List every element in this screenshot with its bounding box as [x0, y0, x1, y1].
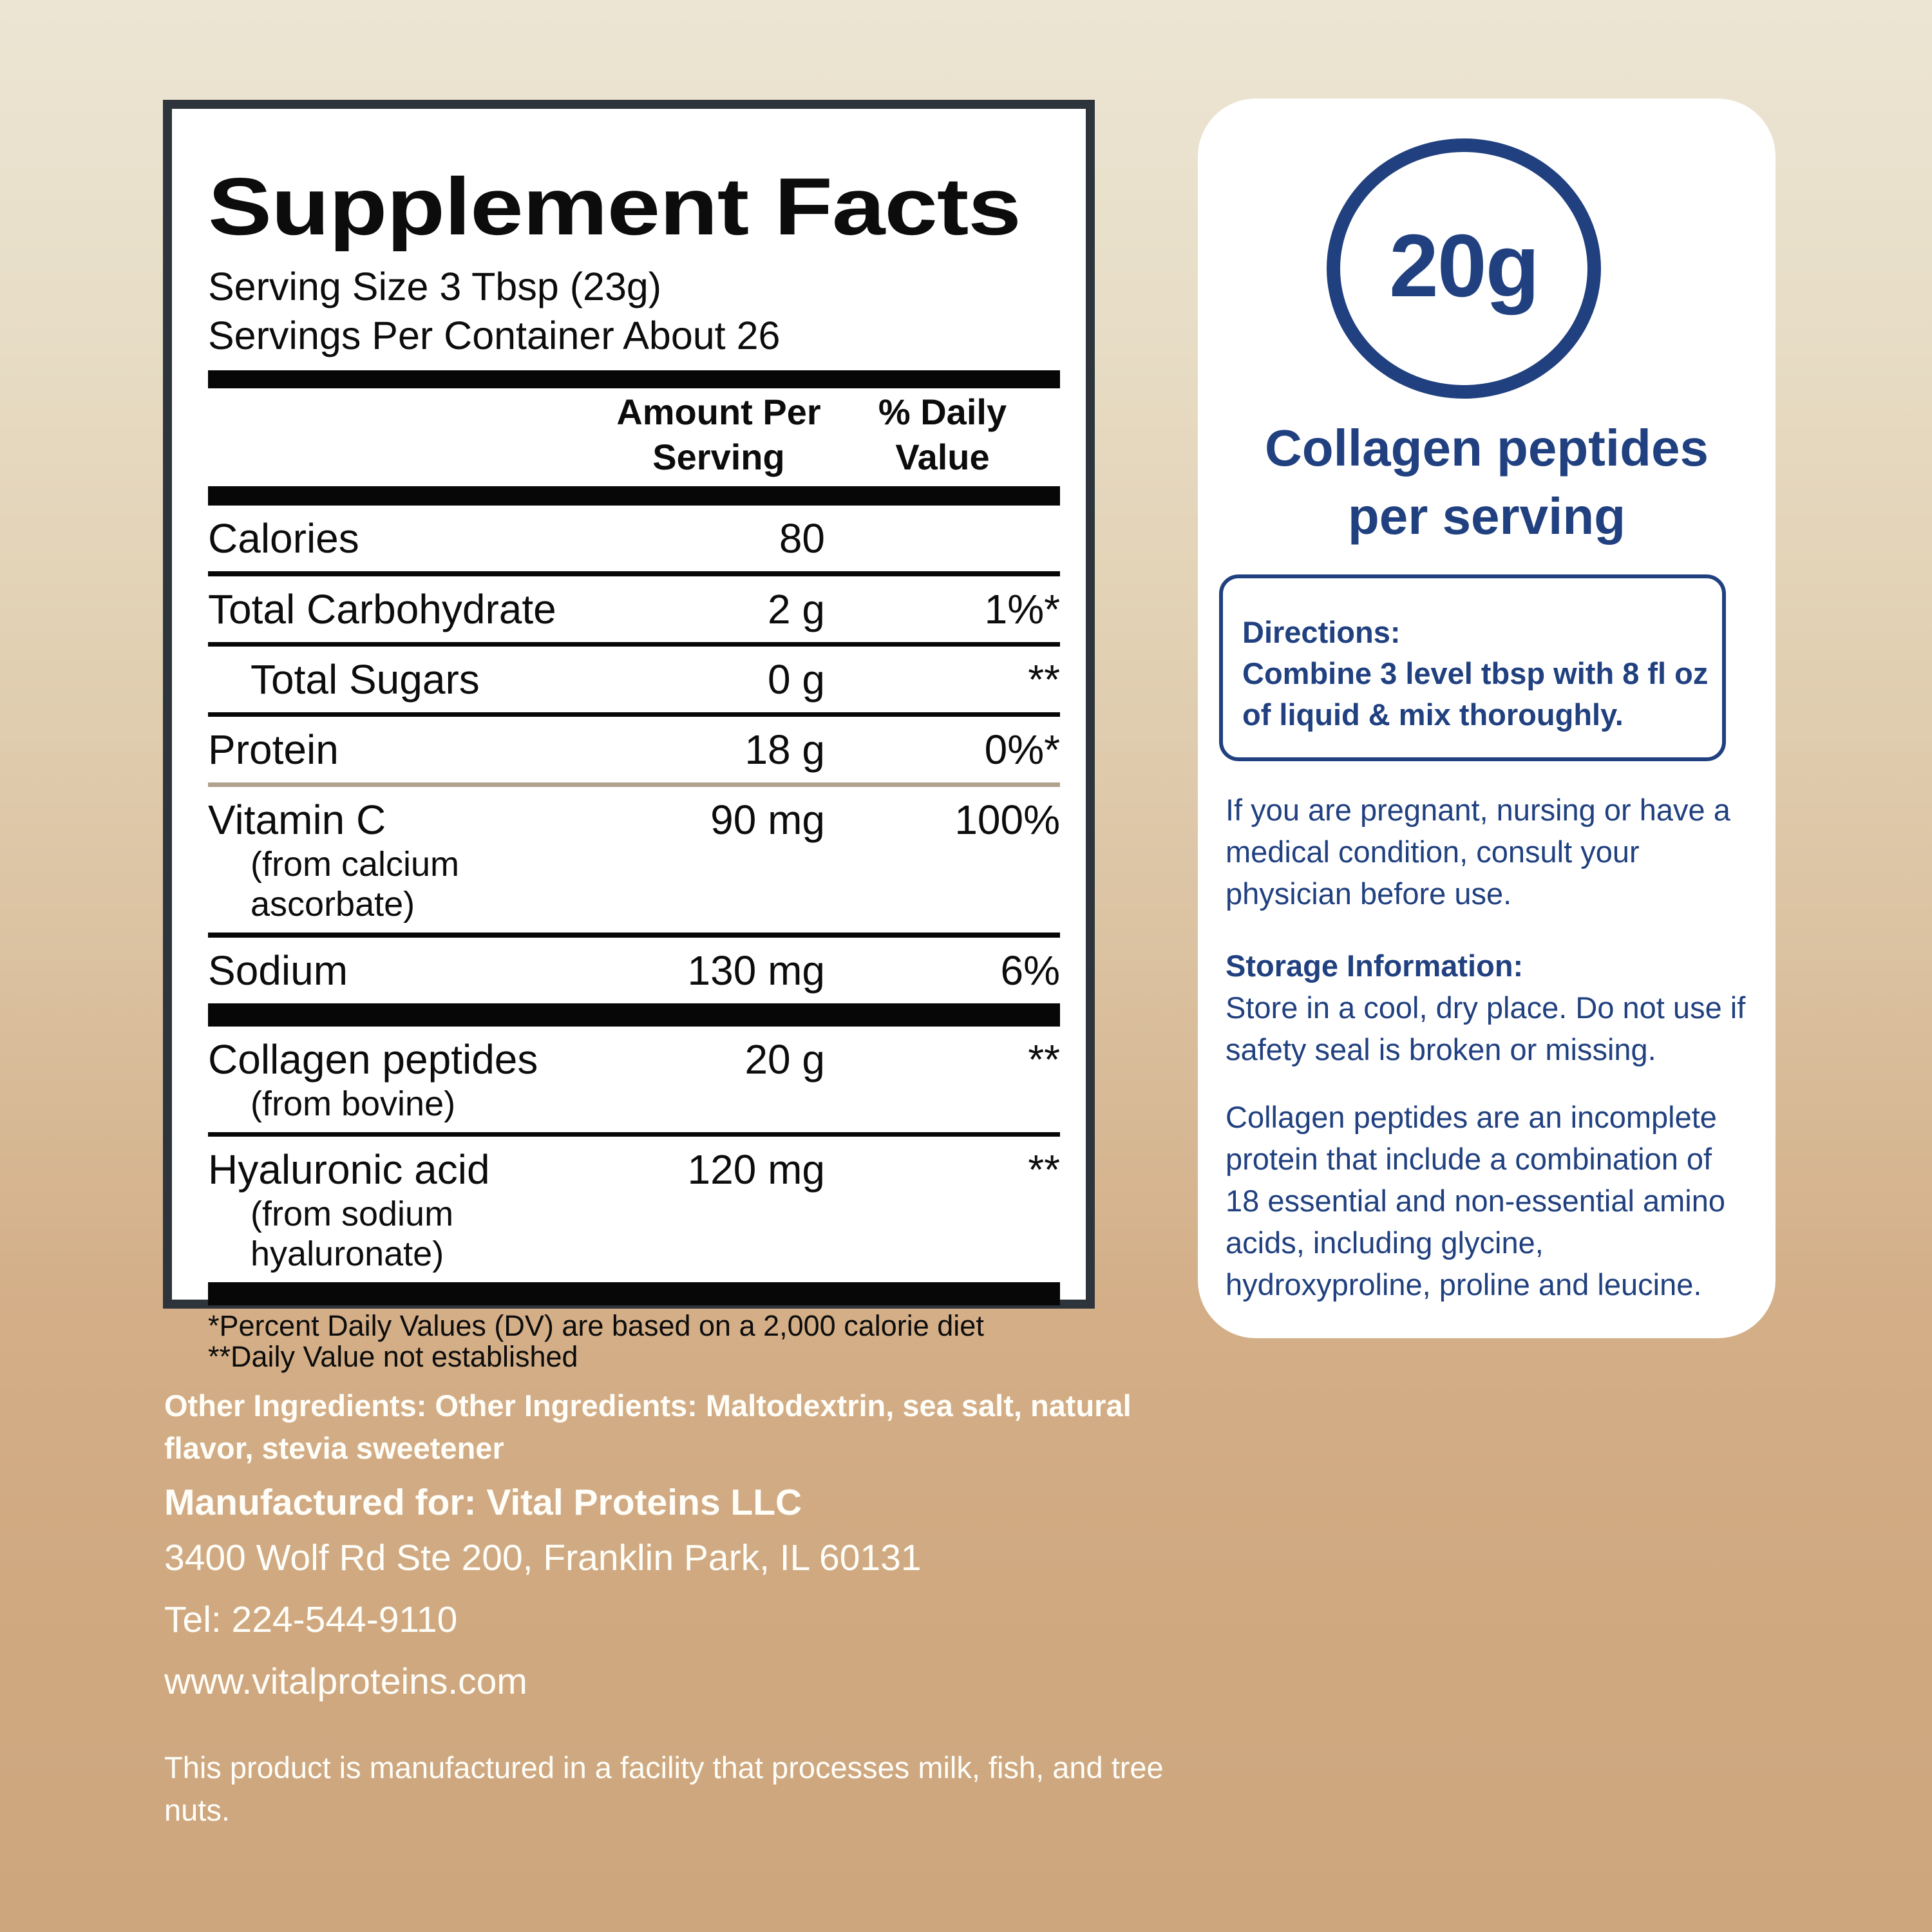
storage-body: Store in a cool, dry place. Do not use i… [1226, 990, 1746, 1066]
nutrient-amount: 80 [779, 515, 825, 562]
table-row-vitamin-c: Vitamin C (from calcium ascorbate) 90 mg… [208, 787, 1060, 933]
address: 3400 Wolf Rd Ste 200, Franklin Park, IL … [164, 1537, 922, 1578]
divider-bar [208, 486, 1060, 506]
divider-bar [208, 1282, 1060, 1305]
manufactured-for: Manufactured for: Vital Proteins LLC [164, 1482, 802, 1523]
nutrient-source-note: (from sodium hyaluronate) [251, 1195, 454, 1273]
nutrient-source-note: (from bovine) [251, 1084, 456, 1123]
storage-heading: Storage Information: [1226, 949, 1524, 983]
badge-value: 20g [1389, 216, 1540, 316]
nutrient-dv: 1%* [984, 586, 1060, 632]
info-card: 20g Collagen peptides per serving Direct… [1198, 99, 1776, 1338]
nutrient-source-note: (from calcium ascorbate) [251, 845, 460, 923]
table-row-hyaluronic-acid: Hyaluronic acid (from sodium hyaluronate… [208, 1137, 1060, 1282]
nutrient-amount: 90 mg [710, 797, 825, 843]
nutrient-name: Calories [208, 515, 359, 562]
nutrient-name: Hyaluronic acid [208, 1146, 490, 1193]
table-row-total-carbohydrate: Total Carbohydrate 2 g 1%* [208, 576, 1060, 642]
table-header-row: Amount Per Serving % Daily Value [208, 390, 1060, 480]
table-row-protein: Protein 18 g 0%* [208, 717, 1060, 782]
divider-bar [208, 370, 1060, 388]
nutrient-dv: 100% [954, 797, 1060, 843]
directions-heading: Directions: [1242, 615, 1401, 649]
nutrient-amount: 2 g [768, 586, 825, 632]
servings-per-container: Servings Per Container About 26 [208, 314, 781, 357]
allergen-statement: This product is manufactured in a facili… [164, 1750, 1164, 1827]
nutrient-name: Collagen peptides [208, 1036, 538, 1083]
table-row-collagen-peptides: Collagen peptides (from bovine) 20 g ** [208, 1027, 1060, 1132]
nutrient-dv: ** [1028, 1146, 1060, 1193]
nutrient-dv: 0%* [984, 726, 1060, 773]
nutrient-dv: ** [1028, 1036, 1060, 1083]
divider-bar [208, 1003, 1060, 1027]
nutrient-amount: 0 g [768, 656, 825, 703]
row-separator [208, 1132, 1060, 1137]
row-separator [208, 933, 1060, 938]
table-row-sodium: Sodium 130 mg 6% [208, 938, 1060, 1003]
other-ingredients: Other Ingredients: Other Ingredients: Ma… [164, 1388, 1132, 1465]
nutrient-name: Total Sugars [251, 656, 480, 703]
daily-value-header: % Daily Value [878, 392, 1007, 477]
collagen-badge-circle: 20g [1327, 138, 1601, 399]
supplement-facts-panel: Supplement Facts Serving Size 3 Tbsp (23… [163, 100, 1095, 1372]
nutrient-amount: 120 mg [687, 1146, 825, 1193]
panel-title: Supplement Facts [208, 161, 1021, 252]
table-row-calories: Calories 80 [208, 506, 1060, 571]
row-separator-tan [208, 782, 1060, 787]
nutrient-amount: 20 g [744, 1036, 825, 1083]
nutrient-name: Total Carbohydrate [208, 586, 556, 632]
website-url: www.vitalproteins.com [164, 1661, 527, 1702]
nutrient-name: Protein [208, 726, 339, 773]
footnote-dv-not-established: **Daily Value not established [208, 1340, 578, 1373]
table-row-total-sugars: Total Sugars 0 g ** [208, 647, 1060, 712]
telephone: Tel: 224-544-9110 [164, 1599, 458, 1640]
directions-box: Directions: Combine 3 level tbsp with 8 … [1219, 574, 1726, 761]
footnote-percent-dv: *Percent Daily Values (DV) are based on … [208, 1309, 984, 1342]
nutrient-dv: ** [1028, 656, 1060, 703]
row-separator [208, 712, 1060, 717]
directions-body: Combine 3 level tbsp with 8 fl oz of liq… [1242, 656, 1709, 732]
collagen-description: Collagen peptides are an incomplete prot… [1226, 1100, 1726, 1302]
nutrient-amount: 130 mg [687, 947, 825, 994]
footer-text: Other Ingredients: Other Ingredients: Ma… [164, 1385, 1169, 1832]
row-separator [208, 642, 1060, 647]
amount-per-serving-header: Amount Per Serving [616, 392, 821, 477]
nutrient-name: Vitamin C [208, 797, 386, 843]
nutrient-amount: 18 g [744, 726, 825, 773]
storage-information: Storage Information: Store in a cool, dr… [1226, 945, 1750, 1070]
badge-caption: Collagen peptides per serving [1265, 419, 1709, 545]
pregnancy-warning: If you are pregnant, nursing or have a m… [1226, 793, 1730, 911]
nutrient-dv: 6% [1000, 947, 1061, 994]
footnotes: *Percent Daily Values (DV) are based on … [208, 1311, 1060, 1372]
nutrient-name: Sodium [208, 947, 348, 994]
serving-size: Serving Size 3 Tbsp (23g) [208, 265, 662, 308]
row-separator [208, 571, 1060, 576]
